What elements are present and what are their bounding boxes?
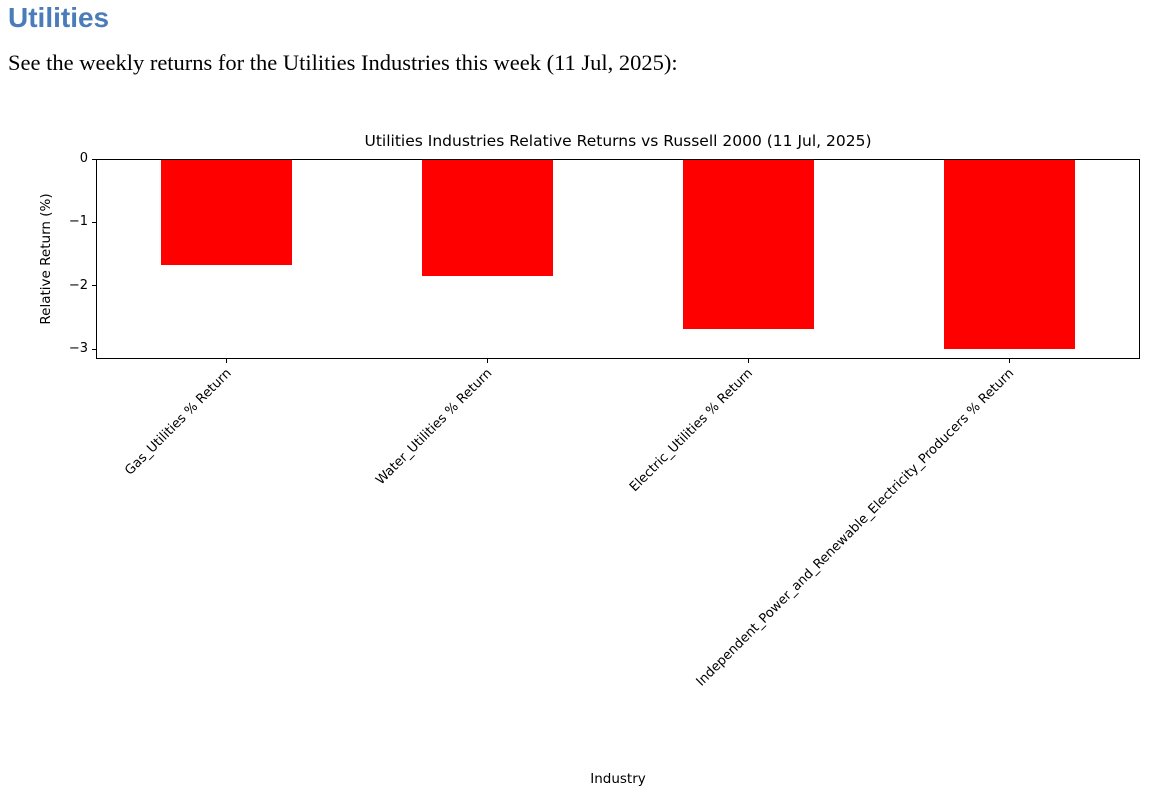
x-tick-label: Independent_Power_and_Renewable_Electric…: [693, 366, 1018, 690]
x-tick-mark: [1009, 359, 1010, 363]
y-tick-label: −2: [68, 277, 88, 293]
x-tick-mark: [748, 359, 749, 363]
x-tick-label: Gas_Utilities % Return: [121, 366, 235, 479]
plot-area: [96, 159, 1140, 359]
x-tick-label: Electric_Utilities % Return: [627, 366, 757, 495]
x-axis-label: Industry: [590, 771, 646, 787]
y-tick-label: −1: [68, 214, 88, 230]
y-tick-mark: [92, 348, 96, 350]
y-tick-mark: [92, 158, 96, 160]
bar: [161, 160, 292, 266]
x-tick-mark: [487, 359, 488, 363]
intro-text: See the weekly returns for the Utilities…: [8, 50, 678, 75]
chart-title: Utilities Industries Relative Returns vs…: [364, 132, 872, 150]
bar: [944, 160, 1075, 350]
y-tick-label: 0: [79, 151, 88, 166]
bar: [683, 160, 814, 329]
page-title: Utilities: [8, 2, 110, 33]
x-tick-mark: [226, 359, 227, 363]
y-tick-label: −3: [68, 341, 88, 357]
y-tick-mark: [92, 221, 96, 223]
x-tick-label: Water_Utilities % Return: [373, 366, 496, 489]
bar: [422, 160, 553, 277]
y-tick-mark: [92, 285, 96, 287]
y-axis-label: Relative Return (%): [38, 193, 54, 325]
